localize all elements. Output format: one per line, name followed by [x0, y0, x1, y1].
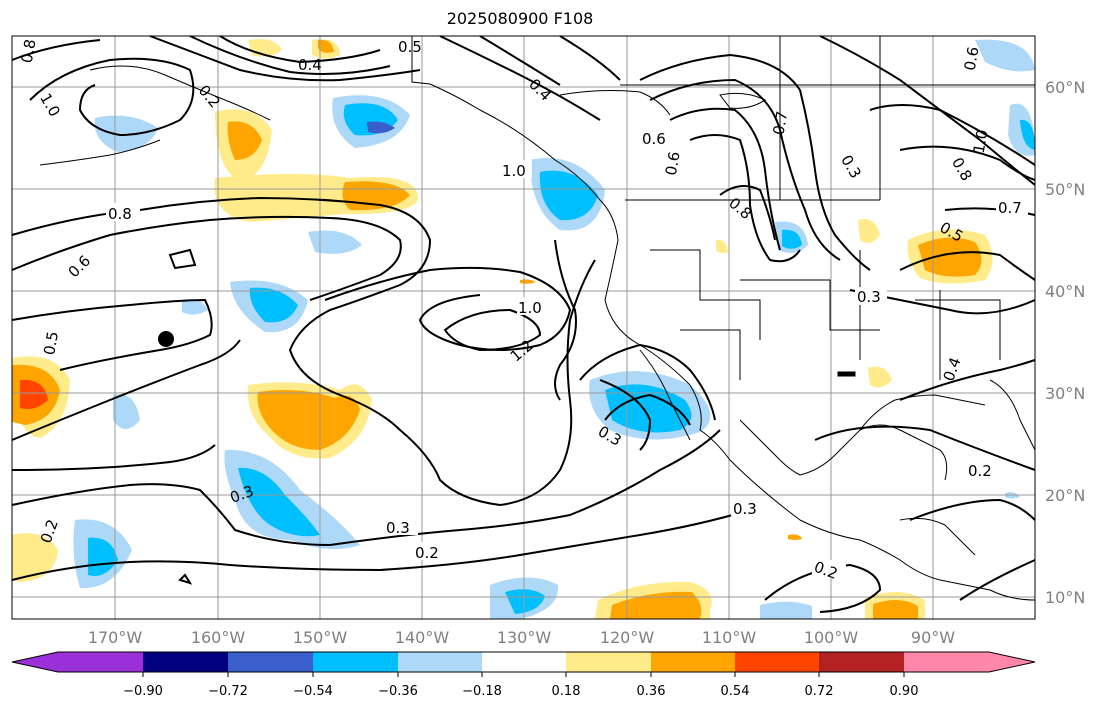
lat-label: 60°N: [1045, 78, 1085, 97]
colorbar-swatch: [819, 652, 904, 672]
contour-label: 0.7: [998, 199, 1022, 217]
contour-label: 0.6: [961, 45, 983, 72]
lat-label: 50°N: [1045, 180, 1085, 199]
colorbar-swatch: [313, 652, 398, 672]
lon-label: 130°W: [497, 628, 552, 647]
colorbar-extend-high: [989, 652, 1035, 672]
contour-label: 1.0: [970, 128, 992, 155]
map-title: 2025080900 F108: [446, 9, 594, 28]
lat-label: 40°N: [1045, 282, 1085, 301]
colorbar-swatch: [143, 652, 228, 672]
contour-label: 1.0: [518, 299, 542, 317]
contour-label: 0.6: [662, 150, 684, 177]
lat-label: 20°N: [1045, 486, 1085, 505]
latitude-labels: 60°N 50°N 40°N 30°N 20°N 10°N: [1045, 78, 1085, 607]
contour-label: 0.5: [398, 38, 422, 56]
contour-label: 0.8: [108, 205, 132, 223]
colorbar-swatch: [566, 652, 651, 672]
lon-label: 140°W: [395, 628, 450, 647]
colorbar-tick-label: −0.18: [462, 684, 502, 699]
colorbar-swatch: [482, 652, 566, 672]
contour-label: 0.6: [642, 130, 666, 148]
lon-label: 110°W: [702, 628, 757, 647]
contour-label: 0.2: [968, 462, 992, 480]
colorbar-tick-label: −0.72: [208, 684, 248, 699]
colorbar-tick-label: −0.36: [378, 684, 418, 699]
contour-label: 0.8: [18, 38, 40, 65]
contour-label: 0.4: [298, 56, 322, 74]
map-panel: 0.8 1.0 0.4 0.5 0.4 1.0 0.6 0.7 0.6 0.8 …: [11, 35, 1036, 620]
contour-label: 0.3: [386, 519, 410, 537]
colorbar-tick-label: −0.54: [293, 684, 333, 699]
colorbar-swatch: [58, 652, 143, 672]
contour-label: 0.2: [415, 544, 439, 562]
lon-label: 120°W: [600, 628, 655, 647]
colorbar: −0.90 −0.72 −0.54 −0.36 −0.18 0.18 0.36 …: [11, 651, 1036, 699]
contour-lines: [11, 35, 1036, 613]
colorbar-swatch: [651, 652, 735, 672]
negative-anomaly-shading: [73, 39, 1035, 619]
positive-anomaly-shading: [12, 39, 993, 619]
lon-label: 100°W: [804, 628, 859, 647]
contour-label: 1.0: [502, 162, 526, 180]
colorbar-tick-label: 0.36: [637, 684, 666, 699]
colorbar-tick-label: 0.90: [890, 684, 919, 699]
colorbar-swatch: [228, 652, 313, 672]
lat-label: 30°N: [1045, 384, 1085, 403]
contour-label: 0.7: [769, 110, 791, 137]
colorbar-tick-label: −0.90: [123, 684, 163, 699]
storm-position-marker: [158, 331, 174, 347]
lon-label: 170°W: [88, 628, 143, 647]
contour-label: 0.3: [857, 288, 881, 306]
contour-label: 0.5: [40, 330, 62, 357]
colorbar-swatch: [904, 652, 989, 672]
longitude-labels: 170°W 160°W 150°W 140°W 130°W 120°W 110°…: [88, 628, 955, 647]
lon-label: 90°W: [911, 628, 955, 647]
colorbar-tick-label: 0.72: [805, 684, 834, 699]
colorbar-extend-low: [12, 652, 58, 672]
colorbar-tick-label: 0.54: [721, 684, 750, 699]
colorbar-swatch: [398, 652, 482, 672]
contour-label: 0.3: [733, 500, 757, 518]
lon-label: 150°W: [293, 628, 348, 647]
colorbar-swatch: [735, 652, 819, 672]
colorbar-tick-label: 0.18: [552, 684, 581, 699]
lon-label: 160°W: [191, 628, 246, 647]
lat-label: 10°N: [1045, 588, 1085, 607]
